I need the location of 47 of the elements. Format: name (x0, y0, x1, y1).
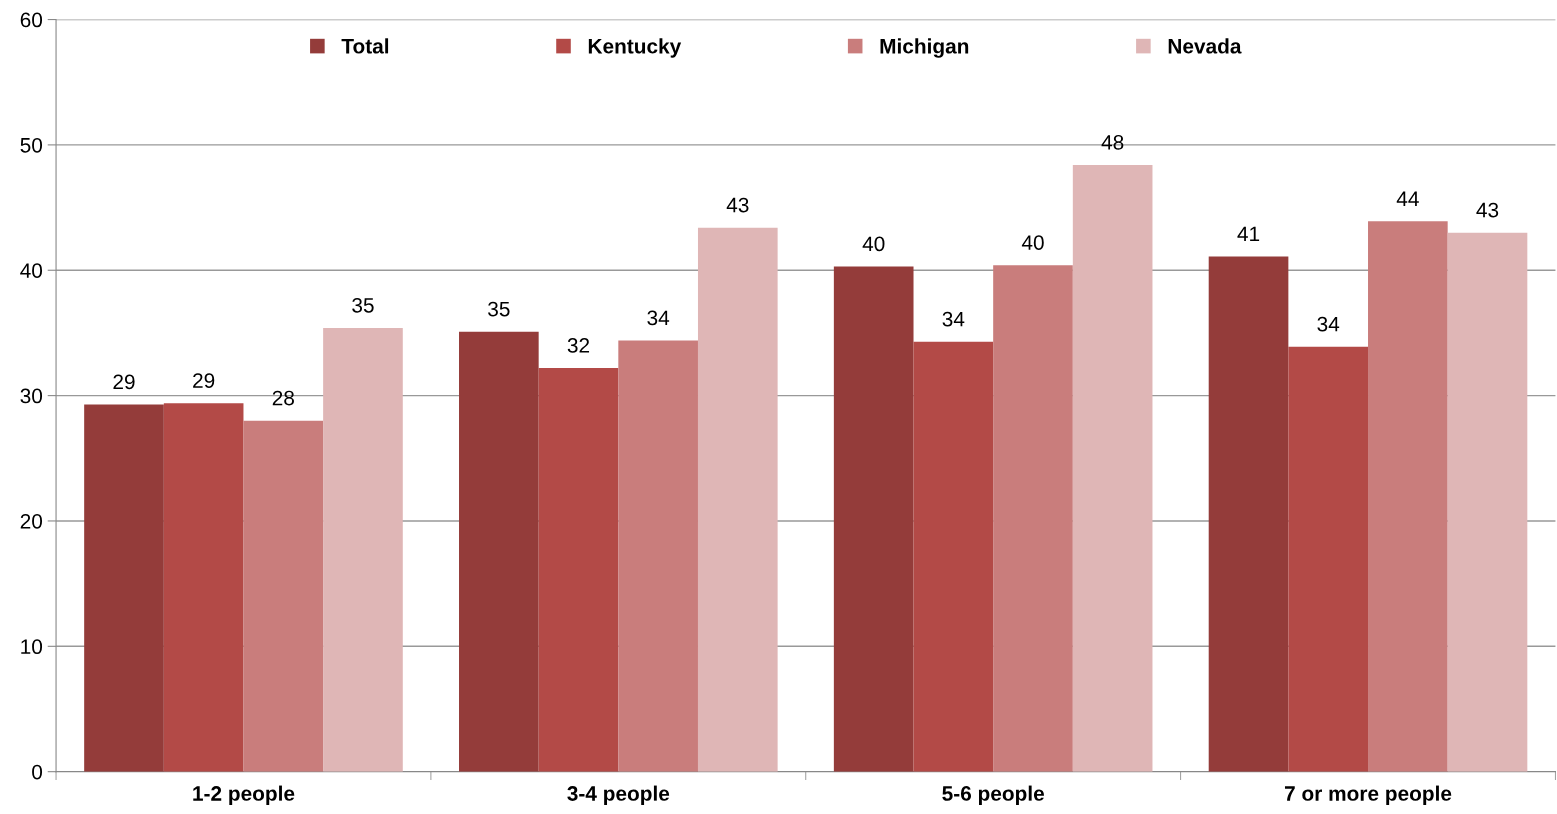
bar (459, 331, 539, 772)
data-label: 40 (1021, 235, 1044, 250)
data-label: 34 (647, 310, 670, 326)
data-label: 32 (567, 338, 590, 353)
bar (538, 368, 619, 772)
bar (84, 404, 164, 772)
y-tick-label: 50 (20, 137, 43, 153)
x-tick-label: 7 or more people (1284, 785, 1452, 805)
bar (323, 327, 403, 772)
data-label: 43 (1476, 202, 1499, 218)
bar (1288, 346, 1369, 772)
y-tick-label: 0 (32, 764, 43, 780)
bar (243, 420, 324, 772)
x-tick-label: 3-4 people (567, 785, 670, 805)
y-tick-label: 40 (20, 263, 43, 278)
bar (618, 340, 698, 772)
bar (1368, 221, 1448, 772)
bar (1208, 256, 1289, 772)
data-label: 44 (1396, 191, 1419, 206)
y-tick-label: 20 (20, 513, 43, 529)
data-label: 34 (942, 311, 965, 327)
bar (697, 227, 778, 772)
data-label: 35 (352, 297, 374, 313)
data-label: 43 (726, 197, 749, 213)
x-tick-label: 1-2 people (193, 785, 295, 805)
bar (1447, 232, 1528, 772)
x-tick-label: 5-6 people (942, 785, 1044, 805)
legend-label: Nevada (1168, 38, 1242, 54)
y-tick-label: 60 (20, 12, 43, 28)
data-label: 29 (113, 374, 135, 390)
data-label: 48 (1101, 134, 1124, 150)
data-label: 34 (1317, 316, 1340, 332)
legend-label: Kentucky (588, 38, 682, 58)
data-label: 41 (1237, 226, 1260, 242)
y-tick-label: 30 (20, 388, 43, 404)
legend-label: Total (341, 38, 389, 54)
data-label: 40 (862, 236, 885, 252)
bar (993, 265, 1073, 772)
bar (1072, 164, 1153, 772)
data-label: 29 (193, 373, 215, 388)
bar (913, 341, 994, 772)
bar (163, 403, 244, 772)
bar (833, 266, 914, 772)
y-tick-label: 10 (21, 639, 43, 655)
data-label: 35 (488, 301, 510, 317)
data-label: 28 (272, 390, 294, 406)
legend-label: Michigan (880, 38, 969, 58)
